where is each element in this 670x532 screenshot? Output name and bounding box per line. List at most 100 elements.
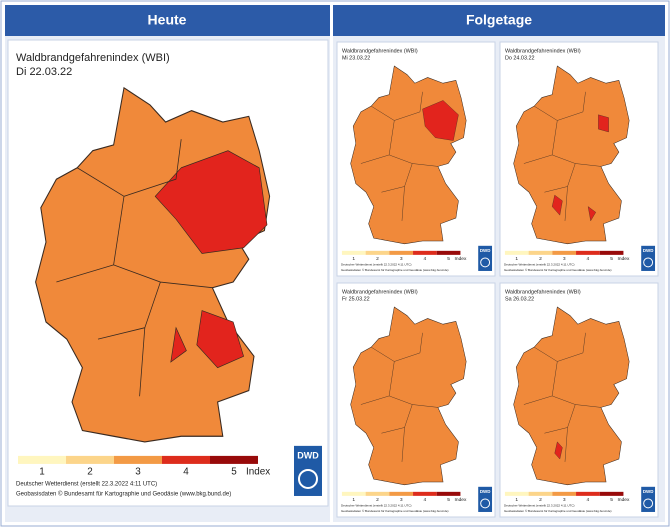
germany-map (34, 86, 272, 444)
legend-label: 4 (183, 467, 189, 478)
map-title: Waldbrandgefahrenindex (WBI) (342, 289, 418, 295)
state-borders (523, 332, 601, 462)
legend-swatch (436, 250, 461, 255)
map-title: Waldbrandgefahrenindex (WBI) (342, 48, 418, 54)
legend-swatch (552, 250, 577, 255)
legend-swatch (365, 491, 390, 496)
legend-swatch (18, 455, 66, 464)
dwd-logo-swirl (298, 468, 318, 489)
header-bar (5, 5, 330, 36)
germany-map (512, 65, 630, 245)
high-danger-area (170, 326, 187, 363)
legend-label: 4 (587, 256, 590, 262)
legend-label: 3 (563, 497, 566, 503)
legend-label: 1 (515, 256, 518, 262)
legend-label: 5 (610, 497, 613, 503)
legend-label: 4 (587, 497, 590, 503)
dwd-logo-text: DWD (480, 489, 491, 494)
dwd-logo-swirl (643, 498, 654, 509)
legend-swatch (528, 491, 553, 496)
state-borders (56, 139, 213, 397)
map-title: Waldbrandgefahrenindex (WBI) (16, 52, 170, 64)
legend-label: 2 (376, 256, 379, 262)
legend-swatch (552, 491, 577, 496)
high-danger-area (551, 194, 563, 216)
credit-line: Geobasisdaten © Bundesamt für Kartograph… (504, 268, 612, 272)
state-borders (360, 332, 438, 462)
legend-swatch (599, 491, 624, 496)
legend-swatch (576, 491, 600, 496)
credit-line: Geobasisdaten © Bundesamt für Kartograph… (341, 509, 449, 513)
legend-label: 1 (352, 256, 355, 262)
high-danger-area (587, 206, 597, 222)
legend-swatch (504, 491, 529, 496)
legend-swatch (413, 250, 437, 255)
dwd-logo-swirl (643, 257, 654, 268)
map-panel: Waldbrandgefahrenindex (WBI) Do 24.03.22 1… (499, 41, 659, 277)
map-panel: Waldbrandgefahrenindex (WBI) Sa 26.03.22 1… (499, 282, 659, 518)
dwd-logo-text: DWD (643, 248, 654, 253)
legend-label: 5 (447, 497, 450, 503)
legend-swatch (210, 455, 258, 464)
high-danger-area (154, 150, 268, 254)
credit-line: Geobasisdaten © Bundesamt für Kartograph… (16, 491, 231, 498)
map-title: Waldbrandgefahrenindex (WBI) (505, 289, 581, 295)
credit-line: Deutscher Wetterdienst (erstellt 22.3.20… (504, 263, 575, 267)
legend-swatch (365, 250, 390, 255)
legend-label: 3 (400, 256, 403, 262)
map-panel: Waldbrandgefahrenindex (WBI) Mi 23.03.22 1… (336, 41, 496, 277)
header-title: Folgetage (466, 12, 532, 28)
legend-swatch (528, 250, 553, 255)
legend-swatch (436, 491, 461, 496)
legend-swatch (341, 250, 366, 255)
legend-swatch (66, 455, 114, 464)
legend-swatch (599, 250, 624, 255)
germany-map (349, 65, 467, 245)
legend-label: 5 (231, 467, 237, 478)
high-danger-area (598, 114, 609, 133)
dwd-logo-text: DWD (480, 248, 491, 253)
legend-label: 1 (352, 497, 355, 503)
legend-label: 2 (539, 256, 542, 262)
legend-label: 3 (400, 497, 403, 503)
legend-swatch (162, 455, 210, 464)
map-panel: Waldbrandgefahrenindex (WBI) Fr 25.03.22 1… (336, 282, 496, 518)
legend-label: 1 (515, 497, 518, 503)
dwd-logo-text: DWD (643, 489, 654, 494)
map-date: Mi 23.03.22 (342, 56, 370, 62)
germany-map (349, 306, 467, 486)
state-borders (523, 91, 601, 221)
credit-line: Deutscher Wetterdienst (erstellt 22.3.20… (341, 504, 412, 508)
legend-unit: Index (618, 256, 630, 262)
germany-map (512, 306, 630, 486)
map-date: Do 24.03.22 (505, 56, 535, 62)
high-danger-area (554, 441, 563, 460)
dwd-logo-swirl (480, 257, 491, 268)
legend-unit: Index (618, 497, 630, 503)
map-date: Fr 25.03.22 (342, 297, 370, 303)
legend-swatch (413, 491, 437, 496)
credit-line: Deutscher Wetterdienst (erstellt 22.3.20… (16, 482, 157, 488)
dwd-logo-text: DWD (297, 450, 319, 460)
legend-label: 2 (376, 497, 379, 503)
high-danger-area (196, 310, 245, 369)
map-date: Sa 26.03.22 (505, 297, 534, 303)
high-danger-area (422, 100, 459, 141)
legend-swatch (504, 250, 529, 255)
credit-line: Geobasisdaten © Bundesamt für Kartograph… (504, 509, 612, 513)
legend-label: 2 (539, 497, 542, 503)
legend-label: 5 (447, 256, 450, 262)
legend-swatch (389, 250, 414, 255)
credit-line: Deutscher Wetterdienst (erstellt 22.3.20… (504, 504, 575, 508)
dwd-logo-swirl (480, 498, 491, 509)
legend-unit: Index (455, 497, 467, 503)
legend-label: 1 (39, 467, 45, 478)
state-borders (360, 91, 438, 221)
legend-label: 2 (87, 467, 93, 478)
map-title: Waldbrandgefahrenindex (WBI) (505, 48, 581, 54)
legend-label: 3 (135, 467, 141, 478)
map-date: Di 22.03.22 (16, 66, 72, 78)
legend-label: 5 (610, 256, 613, 262)
legend-swatch (341, 491, 366, 496)
